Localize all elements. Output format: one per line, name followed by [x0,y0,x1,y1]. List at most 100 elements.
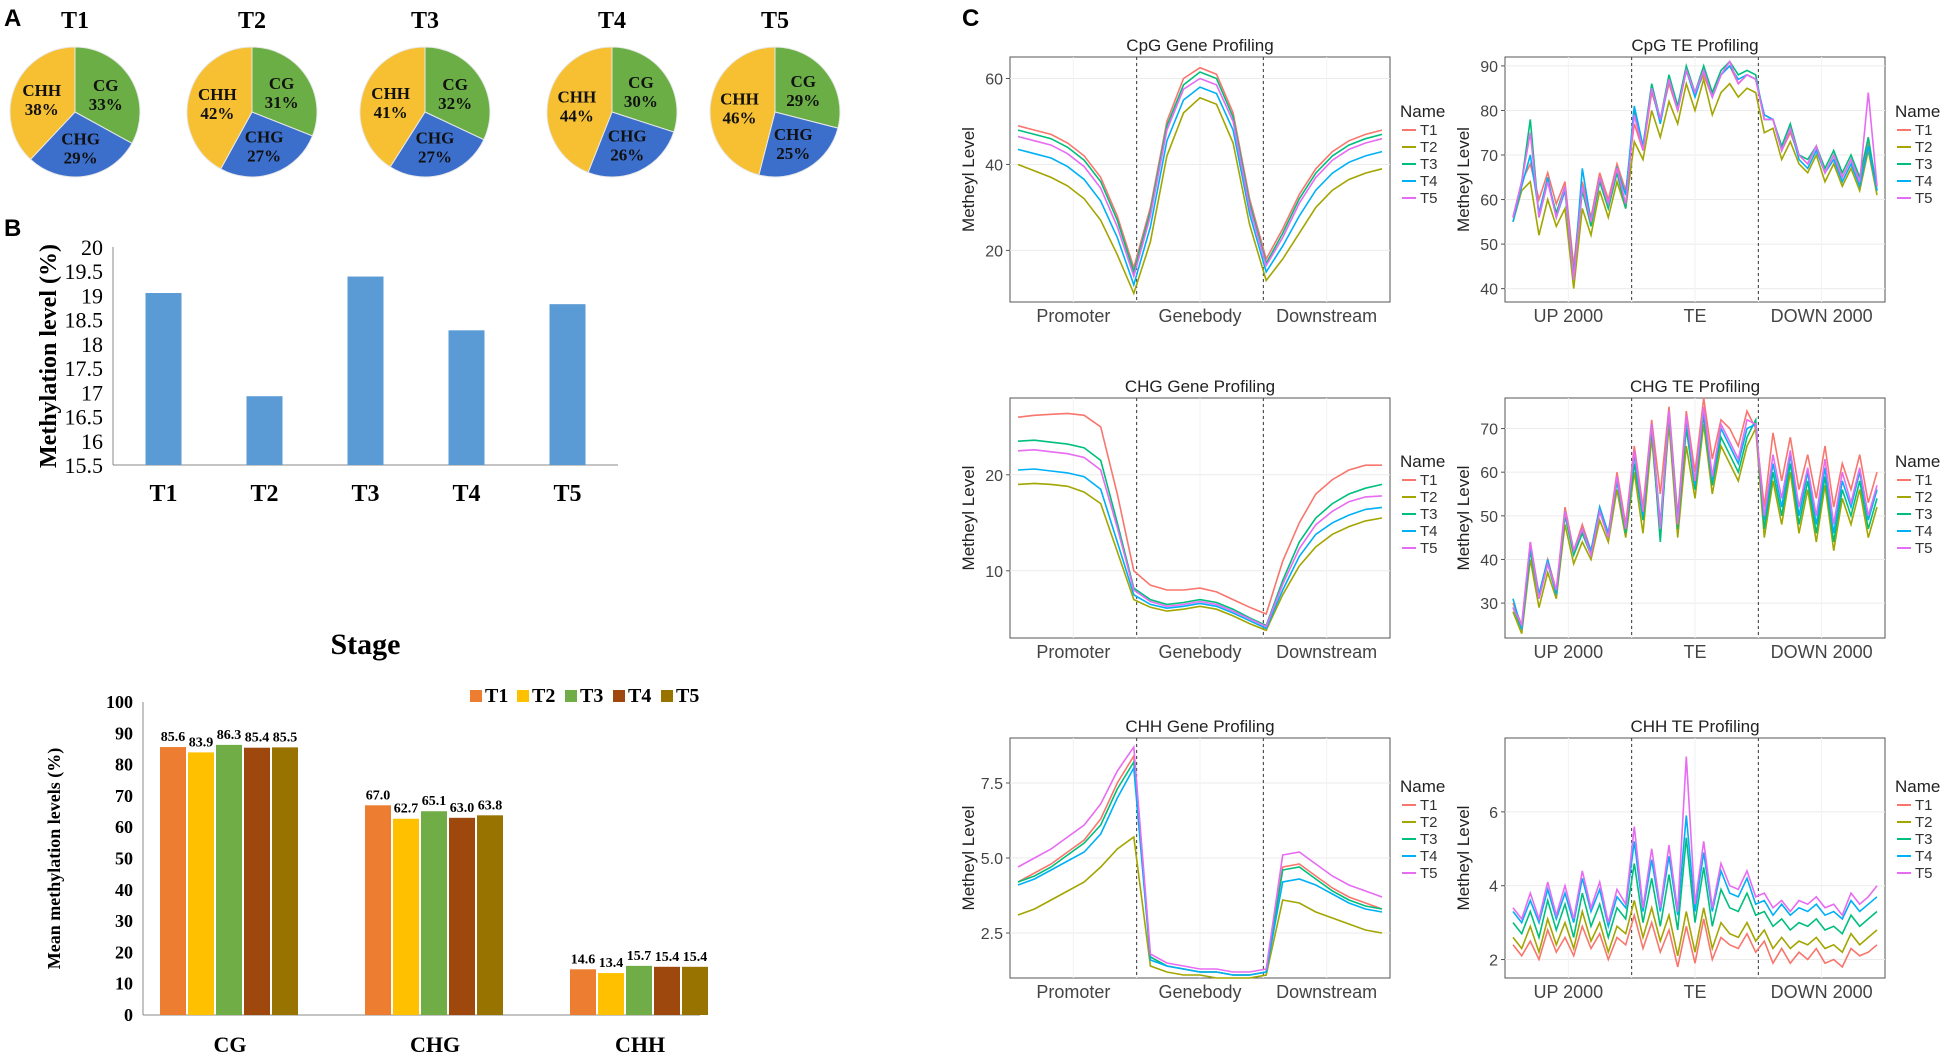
y-tick-label: 20 [115,942,133,962]
line-chart-chg-gene-profiling: CHG Gene Profiling 10 20 Metheyl Level Promo… [959,377,1445,662]
bar-cg-t1 [160,747,186,1015]
bar-t4 [448,330,485,465]
y-tick-label: 19 [81,283,103,308]
y-tick-label: 20 [985,468,1003,485]
y-axis-title: Metheyl Level [1454,806,1473,911]
pie-slice-name-label: CG [93,76,119,95]
region-label: TE [1683,642,1706,662]
y-tick-label: 5.0 [981,851,1003,868]
line-chart-chg-te-profiling: CHG TE Profiling 30 40 50 60 70 Metheyl Level U… [1454,377,1940,662]
pie-percent-label: 29% [64,148,98,167]
region-label: Downstream [1276,306,1377,326]
y-tick-label: 40 [985,157,1003,174]
legend-label: T2 [1915,814,1933,831]
series-line-t5 [1512,756,1878,923]
series-line-t3 [1017,439,1383,627]
legend-title: Name [1895,102,1940,121]
pie-slice-name-label: CHH [558,87,597,106]
pie-title-t5: T5 [761,8,789,34]
y-tick-label: 19.5 [65,259,104,284]
series-line-t3 [1017,71,1383,275]
bar-t2 [246,396,283,465]
bar-value-label: 85.6 [161,730,186,745]
legend-label: T2 [532,685,555,707]
series-line-t3 [1512,415,1878,630]
pie-percent-label: 46% [723,109,757,128]
series-line-t4 [1017,765,1383,976]
y-tick-label: 30 [115,911,133,931]
pie-slice-name-label: CHH [371,84,410,103]
region-label: TE [1683,982,1706,1002]
x-axis-title: Stage [331,628,401,661]
pie-percent-label: 26% [610,145,644,164]
pie-percent-label: 44% [560,106,594,125]
chart-title: CHG Gene Profiling [1125,377,1275,396]
legend-label: T1 [1420,472,1438,489]
series-line-t1 [1017,66,1383,271]
bar-chg-t2 [393,818,419,1015]
region-label: Promoter [1036,642,1110,662]
bar-chh-t4 [654,966,680,1015]
y-tick-label: 70 [1480,422,1498,439]
y-tick-label: 7.5 [981,776,1003,793]
series-line-t5 [1017,448,1383,628]
series-line-t2 [1512,900,1878,956]
pie-percent-label: 31% [265,93,299,112]
pie-slice-name-label: CG [790,72,816,91]
pie-slice-name-label: CHG [416,128,455,147]
region-label: UP 2000 [1533,642,1603,662]
pie-slice-name-label: CHG [61,129,100,148]
region-label: Promoter [1036,306,1110,326]
y-tick-label: 16.5 [65,405,104,430]
y-axis-title: Mean methylation levels (%) [44,748,65,969]
y-tick-label: 60 [115,817,133,837]
pie-percent-label: 25% [776,144,810,163]
bar-value-label: 67.0 [366,788,391,803]
y-tick-label: 100 [106,692,133,712]
y-tick-label: 30 [1480,596,1498,613]
region-label: Genebody [1158,306,1241,326]
legend-label: T3 [580,685,603,707]
pie-slice-chh [359,46,426,168]
y-axis-title: Metheyl Level [959,127,978,232]
bar-cg-t5 [272,747,298,1015]
y-tick-label: 16 [81,429,103,454]
series-line-t4 [1512,815,1878,930]
pie-slice-chh [709,46,776,176]
bar-chh-t2 [598,973,624,1015]
legend-label: T5 [1915,540,1933,557]
series-line-t3 [1512,837,1878,941]
pie-slice-name-label: CG [269,74,295,93]
bar-t5 [549,304,586,465]
bar-chh-t3 [626,965,652,1015]
bar-t3 [347,276,384,465]
bar-value-label: 62.7 [394,802,419,817]
y-tick-label: 80 [1480,103,1498,120]
legend-label: T3 [1915,156,1933,173]
pie-percent-label: 27% [247,147,281,166]
pie-title-t3: T3 [411,8,439,34]
y-tick-label: 50 [1480,237,1498,254]
chart-title: CHH Gene Profiling [1125,717,1274,736]
legend-label: T3 [1420,831,1438,848]
y-tick-label: 18 [81,332,103,357]
pie-slice-name-label: CHH [198,85,237,104]
y-tick-label: 40 [115,880,133,900]
pie-percent-label: 33% [89,95,123,114]
legend-title: Name [1400,452,1445,471]
pie-percent-label: 27% [418,147,452,166]
pie-slice-cg [424,46,491,141]
legend-swatch-t2 [517,690,529,702]
series-line-t1 [1512,912,1878,969]
region-label: DOWN 2000 [1771,982,1873,1002]
pie-slice-name-label: CG [628,73,654,92]
legend-label: T5 [1420,540,1438,557]
pie-slice-name-label: CHG [245,128,284,147]
line-chart-chh-te-profiling: CHH TE Profiling 2 4 6 Metheyl Level UP 2000 T… [1454,717,1940,1002]
legend-swatch-t3 [565,690,577,702]
y-tick-label: 2 [1489,953,1498,970]
y-tick-label: 0 [124,1005,133,1025]
panel-label-c: C [962,5,979,32]
series-line-t4 [1017,468,1383,630]
